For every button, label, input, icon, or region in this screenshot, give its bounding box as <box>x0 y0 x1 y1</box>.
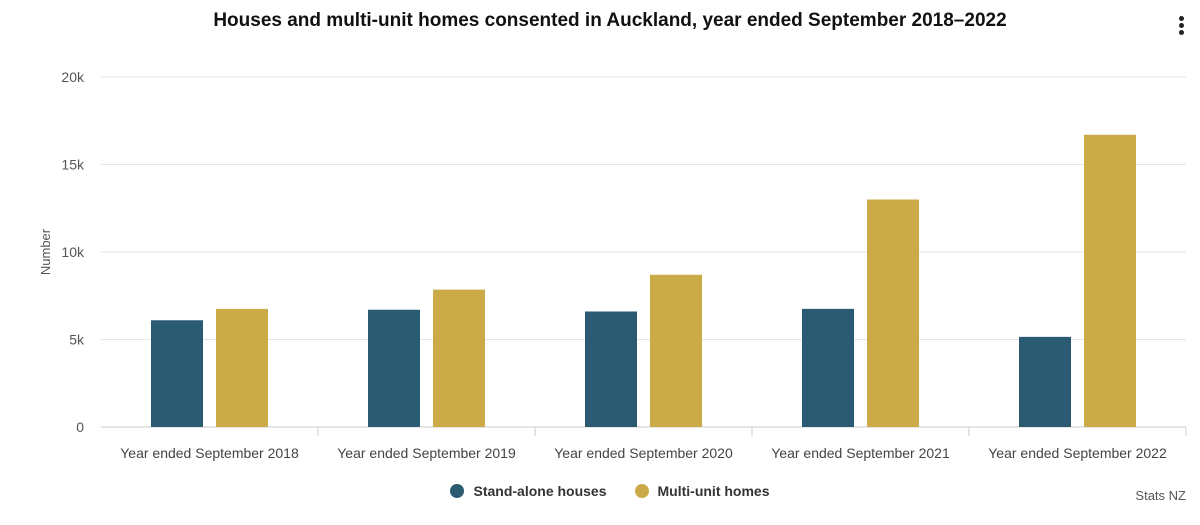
bar <box>802 308 854 427</box>
y-tick-label: 10k <box>61 244 85 260</box>
credits[interactable]: Stats NZ <box>1135 488 1186 503</box>
legend: Stand-alone houses Multi-unit homes <box>0 483 1200 499</box>
bar <box>151 320 203 427</box>
legend-swatch-multi-unit-homes <box>634 484 649 498</box>
legend-label-multi-unit-homes: Multi-unit homes <box>657 483 770 499</box>
bar <box>585 311 637 427</box>
bar <box>216 308 268 427</box>
bar <box>1084 134 1136 427</box>
legend-item-multi-unit-homes[interactable]: Multi-unit homes <box>634 483 770 499</box>
y-tick-label: 5k <box>69 332 85 348</box>
x-tick-label: Year ended September 2019 <box>337 445 516 461</box>
bar <box>650 274 702 427</box>
legend-label-stand-alone-houses: Stand-alone houses <box>473 483 607 499</box>
y-tick-label: 15k <box>61 157 85 173</box>
y-axis-title: Number <box>38 228 53 275</box>
bar <box>368 309 420 427</box>
bar <box>433 289 485 427</box>
x-tick-label: Year ended September 2020 <box>554 445 733 461</box>
y-tick-label: 20k <box>61 69 85 85</box>
chart-title: Houses and multi-unit homes consented in… <box>213 10 1007 31</box>
bar <box>1019 336 1071 427</box>
x-tick-label: Year ended September 2021 <box>771 445 950 461</box>
y-tick-label: 0 <box>76 419 84 435</box>
x-tick-label: Year ended September 2018 <box>120 445 299 461</box>
x-tick-label: Year ended September 2022 <box>988 445 1167 461</box>
legend-swatch-stand-alone-houses <box>450 484 465 498</box>
legend-item-stand-alone-houses[interactable]: Stand-alone houses <box>450 483 607 499</box>
more-vertical-icon[interactable] <box>1176 16 1186 40</box>
bar <box>867 199 919 427</box>
